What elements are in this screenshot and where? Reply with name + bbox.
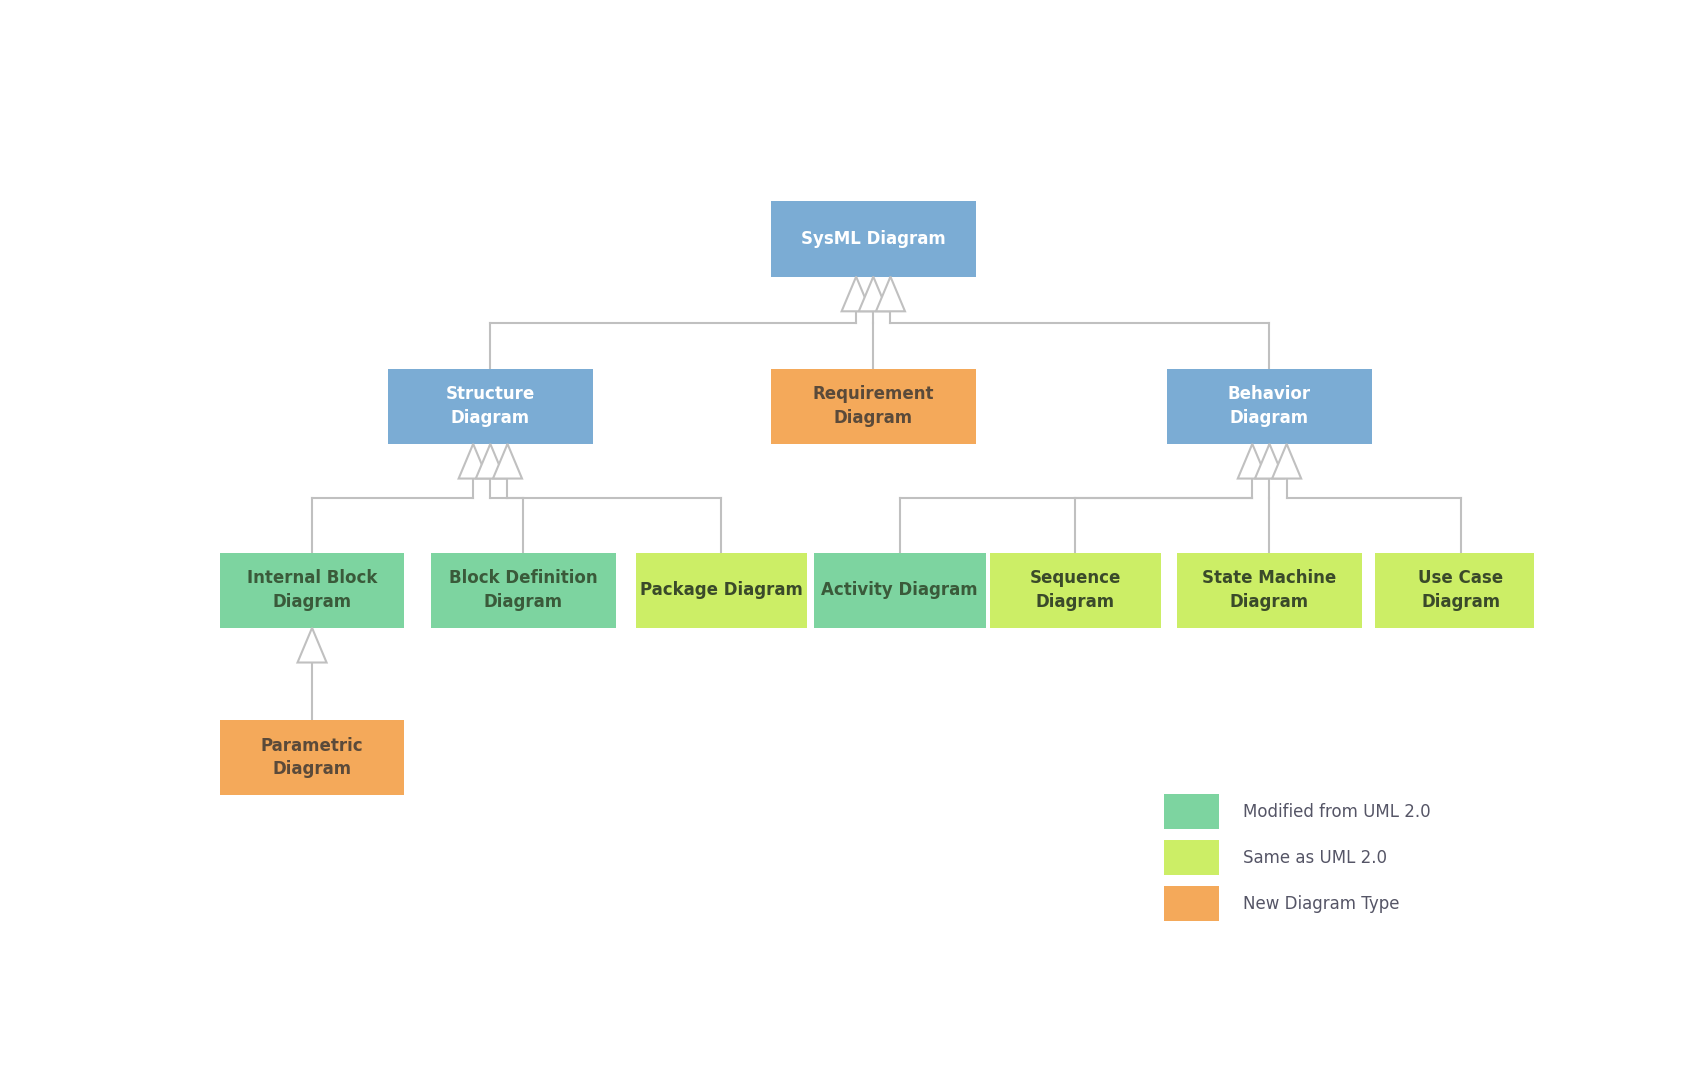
FancyBboxPatch shape (220, 553, 404, 628)
Polygon shape (475, 444, 504, 479)
Text: Modified from UML 2.0: Modified from UML 2.0 (1244, 803, 1431, 821)
FancyBboxPatch shape (770, 368, 976, 444)
Text: Same as UML 2.0: Same as UML 2.0 (1244, 849, 1387, 867)
FancyBboxPatch shape (636, 553, 808, 628)
Polygon shape (492, 444, 521, 479)
FancyBboxPatch shape (220, 720, 404, 795)
FancyBboxPatch shape (1164, 886, 1220, 921)
Text: SysML Diagram: SysML Diagram (801, 230, 946, 248)
FancyBboxPatch shape (1164, 841, 1220, 875)
Polygon shape (876, 277, 905, 312)
Text: Block Definition
Diagram: Block Definition Diagram (450, 569, 598, 611)
FancyBboxPatch shape (431, 553, 615, 628)
Polygon shape (842, 277, 871, 312)
Text: Package Diagram: Package Diagram (641, 581, 803, 599)
Polygon shape (298, 628, 327, 662)
Text: New Diagram Type: New Diagram Type (1244, 895, 1399, 913)
FancyBboxPatch shape (1375, 553, 1547, 628)
Text: Use Case
Diagram: Use Case Diagram (1418, 569, 1503, 611)
FancyBboxPatch shape (815, 553, 985, 628)
FancyBboxPatch shape (389, 368, 593, 444)
Polygon shape (1237, 444, 1266, 479)
Text: Activity Diagram: Activity Diagram (821, 581, 978, 599)
Text: Parametric
Diagram: Parametric Diagram (261, 736, 363, 779)
FancyBboxPatch shape (1167, 368, 1372, 444)
FancyBboxPatch shape (770, 201, 976, 277)
Text: Requirement
Diagram: Requirement Diagram (813, 386, 934, 427)
Polygon shape (859, 277, 888, 312)
Text: Behavior
Diagram: Behavior Diagram (1229, 386, 1310, 427)
Text: State Machine
Diagram: State Machine Diagram (1203, 569, 1336, 611)
Polygon shape (1273, 444, 1302, 479)
FancyBboxPatch shape (990, 553, 1160, 628)
Text: Sequence
Diagram: Sequence Diagram (1029, 569, 1121, 611)
Polygon shape (1254, 444, 1285, 479)
Polygon shape (458, 444, 487, 479)
FancyBboxPatch shape (1177, 553, 1361, 628)
Text: Structure
Diagram: Structure Diagram (446, 386, 535, 427)
Text: Internal Block
Diagram: Internal Block Diagram (247, 569, 377, 611)
FancyBboxPatch shape (1164, 794, 1220, 830)
